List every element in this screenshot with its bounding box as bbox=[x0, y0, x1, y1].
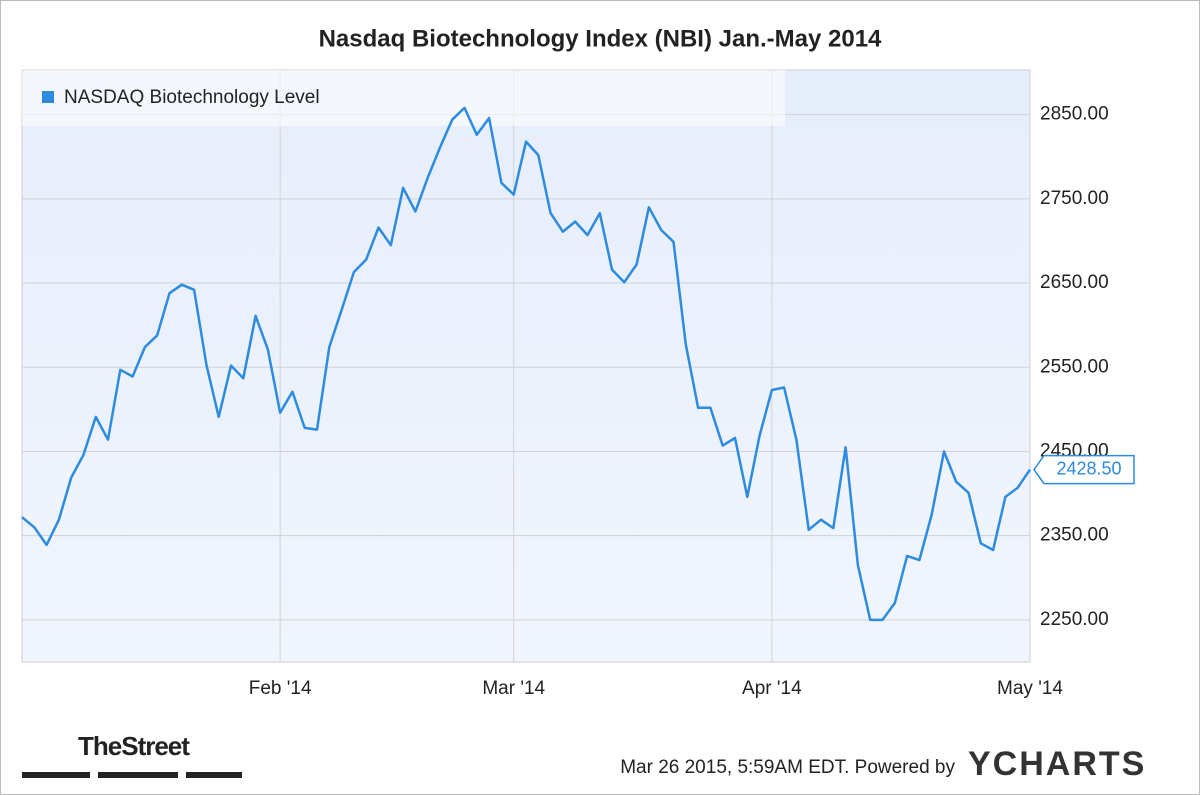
thestreet-logo: TheStreet bbox=[22, 731, 242, 778]
chart-title: Nasdaq Biotechnology Index (NBI) Jan.-Ma… bbox=[319, 25, 882, 52]
data-line bbox=[21, 106, 1032, 622]
y-tick-label: 2350.00 bbox=[1040, 525, 1109, 546]
legend-box bbox=[22, 70, 785, 126]
legend-label: NASDAQ Biotechnology Level bbox=[64, 87, 320, 108]
y-tick-label: 2750.00 bbox=[1040, 188, 1109, 209]
legend-swatch bbox=[42, 91, 54, 103]
y-tick-label: 2550.00 bbox=[1040, 356, 1109, 377]
plot-area bbox=[21, 69, 1031, 663]
logo-bar bbox=[186, 772, 242, 778]
y-tick-label: 2850.00 bbox=[1040, 104, 1109, 125]
y-tick-label: 2250.00 bbox=[1040, 609, 1109, 630]
source-logo: TheStreet bbox=[78, 731, 190, 761]
value-label: 2428.50 bbox=[1056, 458, 1121, 478]
y-tick-label: 2650.00 bbox=[1040, 272, 1109, 293]
x-tick-label: Mar '14 bbox=[482, 678, 545, 699]
x-tick-label: May '14 bbox=[997, 678, 1063, 699]
x-tick-label: Feb '14 bbox=[249, 678, 312, 699]
x-tick-label: Apr '14 bbox=[742, 678, 802, 699]
timestamp: Mar 26 2015, 5:59AM EDT. Powered by bbox=[620, 757, 955, 778]
brand-logo: YCHARTS bbox=[968, 745, 1146, 783]
logo-bar bbox=[98, 772, 178, 778]
value-callout bbox=[1033, 454, 1135, 485]
logo-bar bbox=[22, 772, 90, 778]
